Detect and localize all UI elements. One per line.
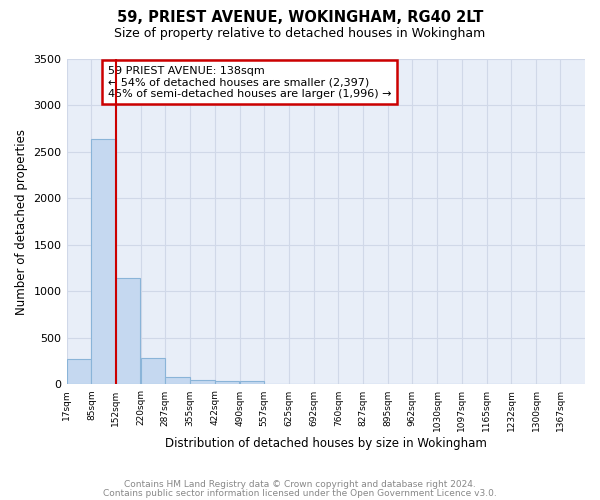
Bar <box>190 380 215 384</box>
Text: Size of property relative to detached houses in Wokingham: Size of property relative to detached ho… <box>115 28 485 40</box>
Y-axis label: Number of detached properties: Number of detached properties <box>15 128 28 314</box>
Bar <box>67 360 91 384</box>
Bar <box>215 381 239 384</box>
Bar <box>239 381 264 384</box>
Bar <box>141 358 166 384</box>
Bar <box>166 377 190 384</box>
Text: 59 PRIEST AVENUE: 138sqm
← 54% of detached houses are smaller (2,397)
45% of sem: 59 PRIEST AVENUE: 138sqm ← 54% of detach… <box>108 66 392 98</box>
Text: Contains HM Land Registry data © Crown copyright and database right 2024.: Contains HM Land Registry data © Crown c… <box>124 480 476 489</box>
Text: 59, PRIEST AVENUE, WOKINGHAM, RG40 2LT: 59, PRIEST AVENUE, WOKINGHAM, RG40 2LT <box>117 10 483 25</box>
Text: Contains public sector information licensed under the Open Government Licence v3: Contains public sector information licen… <box>103 488 497 498</box>
Bar <box>91 139 116 384</box>
X-axis label: Distribution of detached houses by size in Wokingham: Distribution of detached houses by size … <box>165 437 487 450</box>
Bar <box>116 278 140 384</box>
